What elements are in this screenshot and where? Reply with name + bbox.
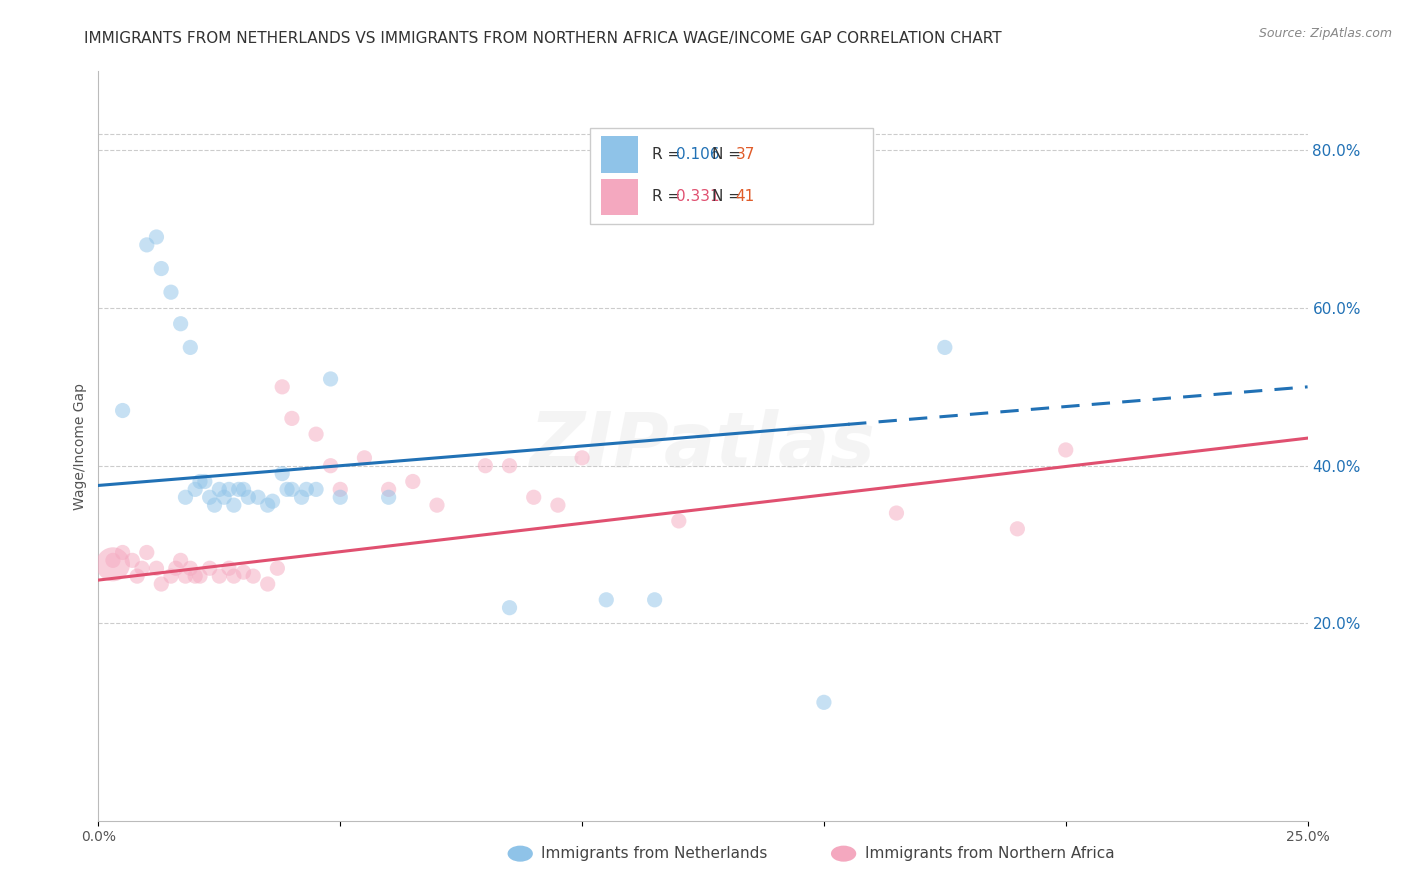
Point <box>377 490 399 504</box>
Point <box>179 340 201 354</box>
Point <box>276 483 298 497</box>
Point <box>222 569 245 583</box>
Point <box>319 458 342 473</box>
Point <box>135 545 157 559</box>
Point <box>101 553 124 567</box>
Point <box>271 467 294 481</box>
Point <box>498 458 520 473</box>
Text: Immigrants from Northern Africa: Immigrants from Northern Africa <box>865 847 1115 861</box>
Text: R =: R = <box>652 189 685 204</box>
Text: R =: R = <box>652 147 685 162</box>
Point <box>135 238 157 252</box>
Point <box>281 411 304 425</box>
Point <box>523 490 546 504</box>
Point <box>295 483 318 497</box>
Point <box>290 490 312 504</box>
Point <box>474 458 496 473</box>
Point <box>194 475 217 489</box>
Point <box>204 498 226 512</box>
Point <box>174 569 197 583</box>
Point <box>402 475 425 489</box>
Point <box>571 450 593 465</box>
Point <box>262 494 284 508</box>
Text: 37: 37 <box>735 147 755 162</box>
Point <box>198 490 221 504</box>
Text: N =: N = <box>711 189 745 204</box>
Point <box>111 545 134 559</box>
Point <box>228 483 250 497</box>
Point <box>668 514 690 528</box>
Point <box>111 403 134 417</box>
Point <box>232 483 254 497</box>
Point <box>238 490 260 504</box>
Point <box>218 483 240 497</box>
Point <box>547 498 569 512</box>
Point <box>174 490 197 504</box>
Point <box>101 558 124 572</box>
Point <box>222 498 245 512</box>
Point <box>131 561 153 575</box>
Point <box>644 592 666 607</box>
Point <box>169 317 191 331</box>
Text: 41: 41 <box>735 189 755 204</box>
Point <box>145 561 167 575</box>
Point <box>426 498 449 512</box>
Point <box>160 569 183 583</box>
Point <box>256 498 278 512</box>
Point <box>198 561 221 575</box>
Point <box>934 340 956 354</box>
Point <box>145 230 167 244</box>
Point <box>256 577 278 591</box>
Point <box>150 261 173 276</box>
Text: 0.331: 0.331 <box>676 189 720 204</box>
Point <box>498 600 520 615</box>
Point <box>165 561 187 575</box>
Point <box>305 483 328 497</box>
Point <box>188 569 211 583</box>
Text: ZIPatlas: ZIPatlas <box>530 409 876 483</box>
Point <box>169 553 191 567</box>
Point <box>271 380 294 394</box>
Point <box>247 490 270 504</box>
Point <box>218 561 240 575</box>
Point <box>208 483 231 497</box>
Point <box>353 450 375 465</box>
Point <box>127 569 149 583</box>
Point <box>179 561 201 575</box>
Y-axis label: Wage/Income Gap: Wage/Income Gap <box>73 383 87 509</box>
Point <box>188 475 211 489</box>
Point <box>1054 442 1077 457</box>
Point <box>377 483 399 497</box>
Point <box>184 569 207 583</box>
Text: N =: N = <box>711 147 745 162</box>
Point <box>184 483 207 497</box>
Point <box>212 490 235 504</box>
Point <box>329 483 352 497</box>
Point <box>1007 522 1029 536</box>
Text: Source: ZipAtlas.com: Source: ZipAtlas.com <box>1258 27 1392 40</box>
Point <box>329 490 352 504</box>
Point <box>121 553 143 567</box>
Point <box>886 506 908 520</box>
Point <box>266 561 288 575</box>
Point <box>242 569 264 583</box>
Text: Immigrants from Netherlands: Immigrants from Netherlands <box>541 847 768 861</box>
Text: IMMIGRANTS FROM NETHERLANDS VS IMMIGRANTS FROM NORTHERN AFRICA WAGE/INCOME GAP C: IMMIGRANTS FROM NETHERLANDS VS IMMIGRANT… <box>84 31 1002 46</box>
Point <box>813 695 835 709</box>
Point <box>595 592 617 607</box>
Point <box>305 427 328 442</box>
Text: 0.106: 0.106 <box>676 147 720 162</box>
Point <box>319 372 342 386</box>
Point <box>150 577 173 591</box>
Point <box>208 569 231 583</box>
Point <box>281 483 304 497</box>
Point <box>232 565 254 579</box>
Point <box>160 285 183 300</box>
